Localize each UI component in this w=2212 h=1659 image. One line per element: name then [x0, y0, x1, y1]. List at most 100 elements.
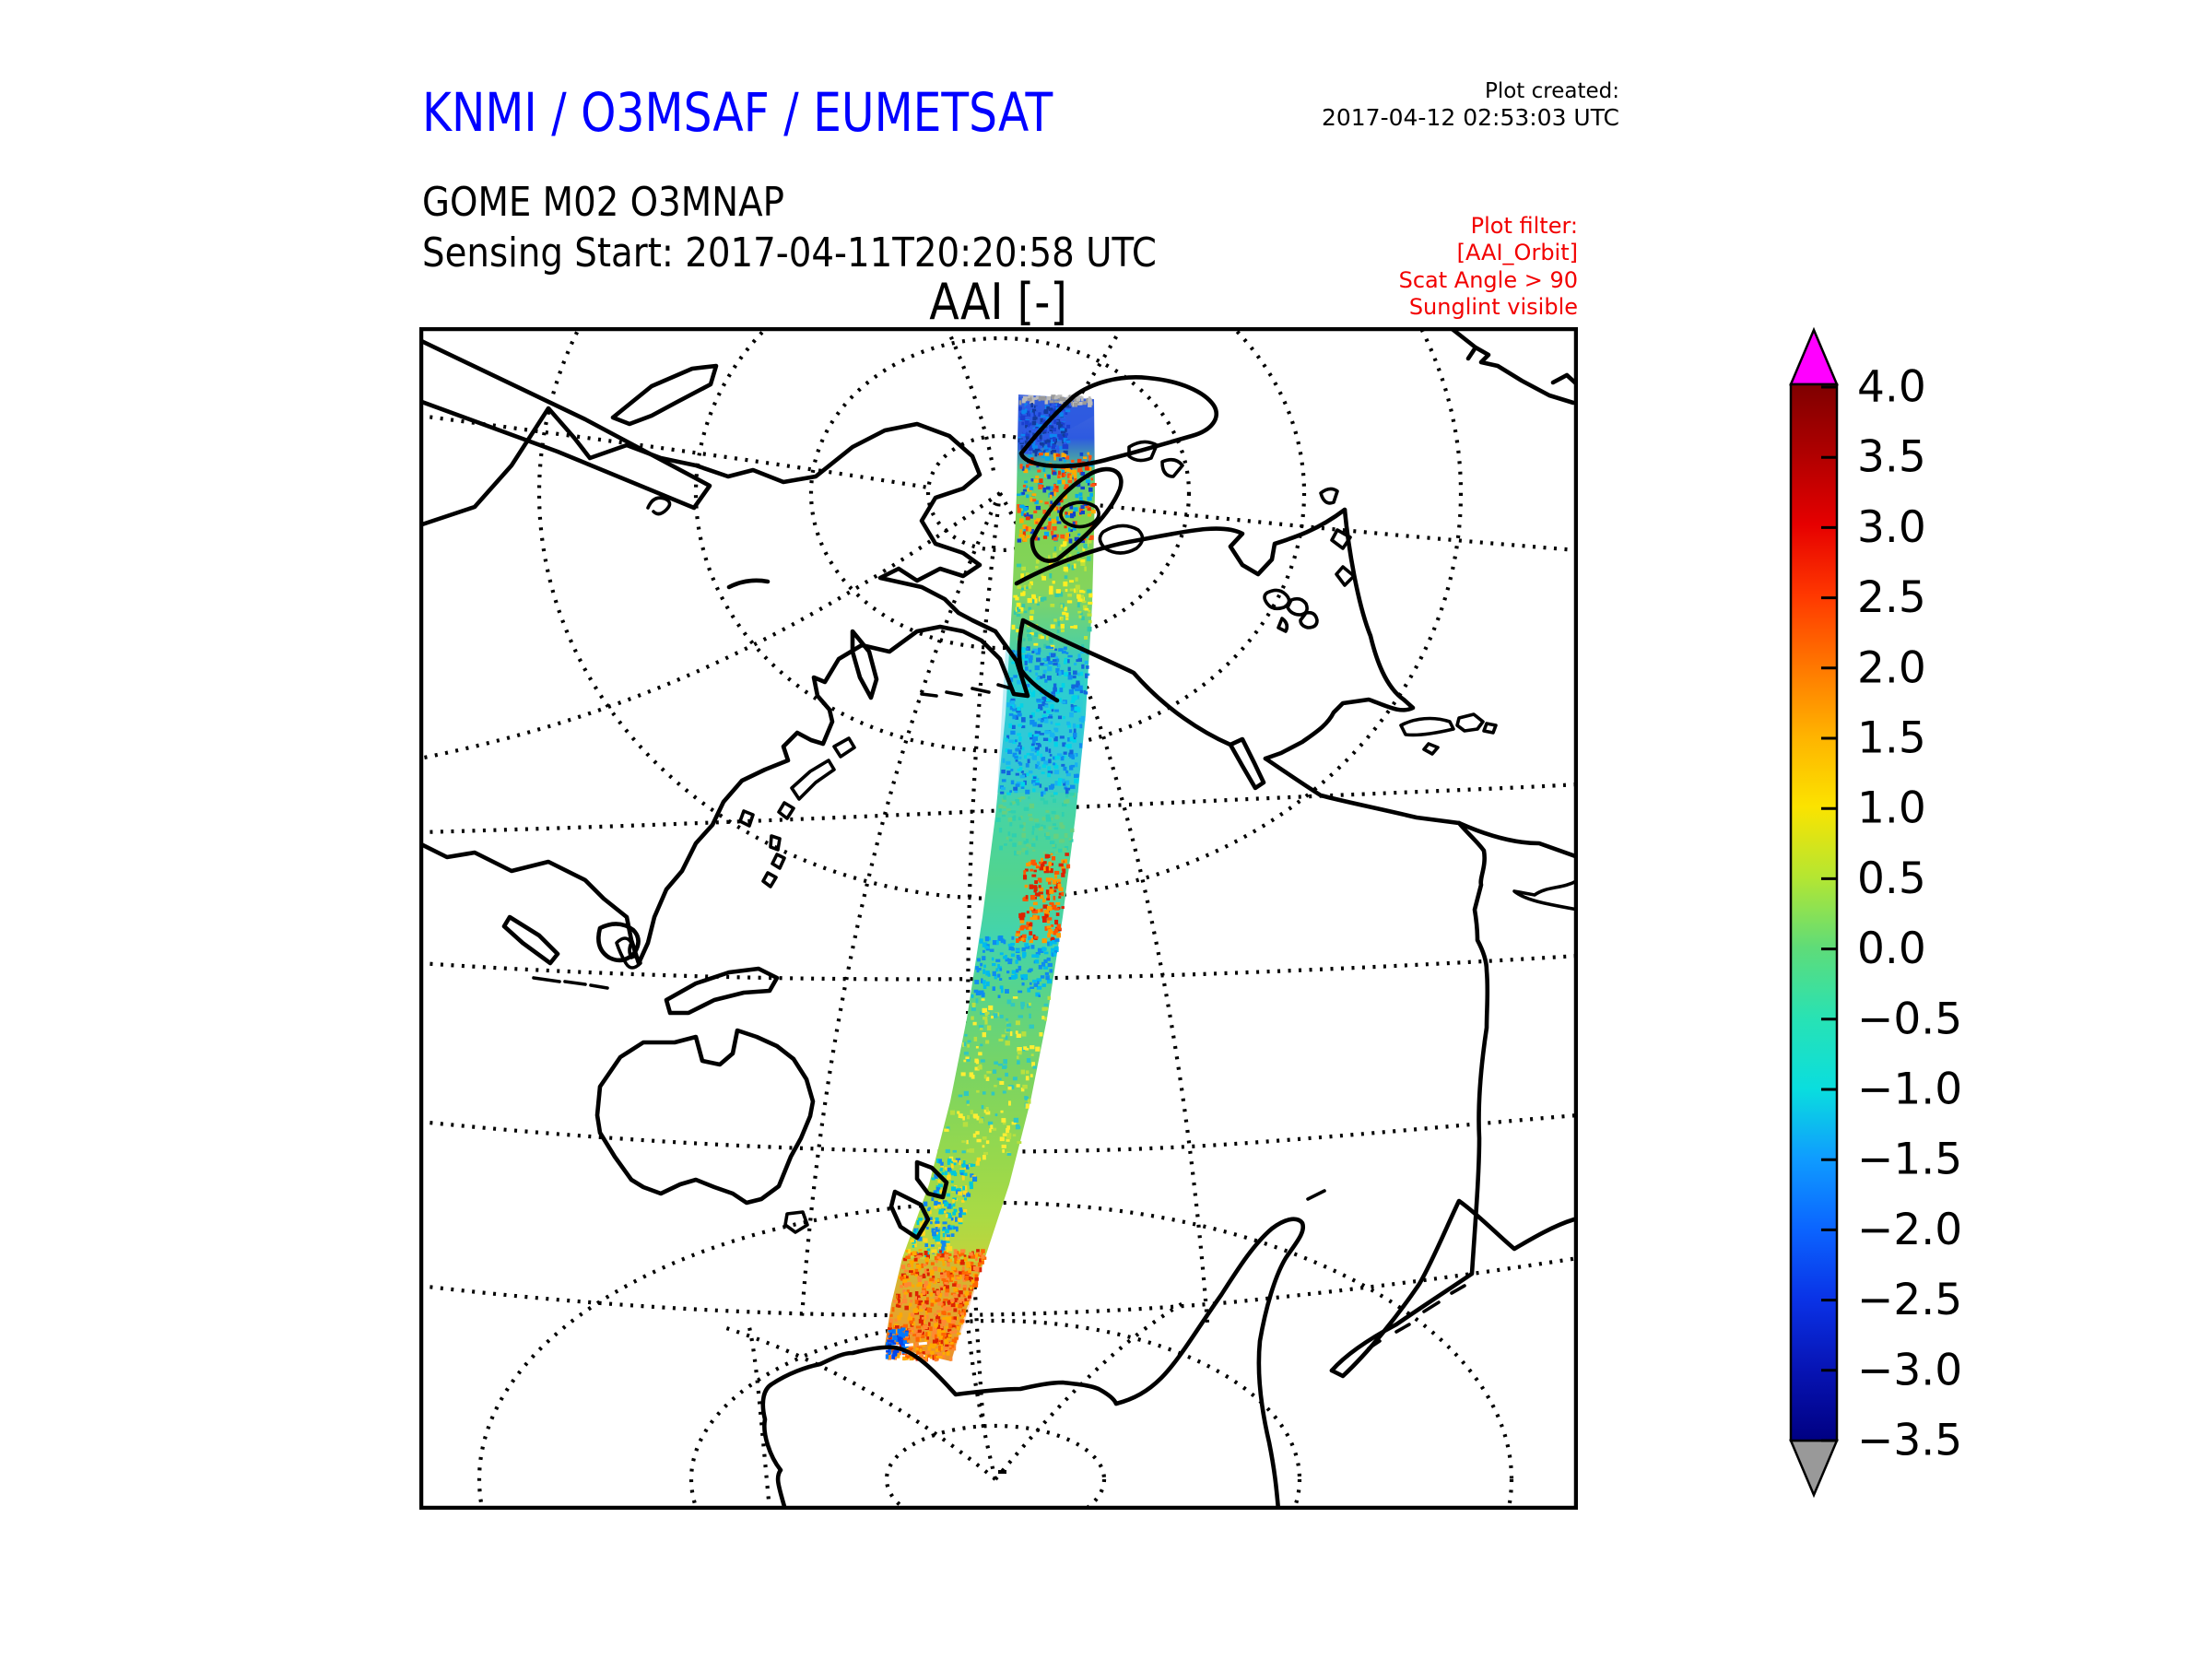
plot-created-label: Plot created:: [1484, 79, 1619, 103]
coast-japan-hokkaido: [832, 736, 856, 759]
colorbar: 4.0 3.5 3.0 2.5 2.0 1.5 1.0 0.5 0.0 −0.5 −1.0 −1.5 −…: [1789, 326, 1962, 1499]
colorbar-gradient-bar: [1789, 382, 1839, 1442]
npole-ring-2: [808, 335, 1192, 651]
coast-south-shetland: [1306, 1189, 1326, 1201]
plot-created-timestamp: 2017-04-12 02:53:03 UTC: [1321, 104, 1619, 132]
colorbar-tick-label: 4.0: [1857, 362, 1926, 413]
colorbar-tick-label: 0.5: [1857, 853, 1926, 904]
world-map: [419, 327, 1578, 1510]
coast-south-america-east: [1329, 1198, 1577, 1379]
coast-new-guinea: [664, 966, 780, 1016]
coast-great-lakes: [1263, 588, 1319, 633]
colorbar-tick-label: −2.0: [1857, 1205, 1962, 1255]
coast-tasmania: [783, 1210, 809, 1234]
south-pole-marker: [998, 1470, 1006, 1474]
coast-nz-south-island: [888, 1189, 931, 1241]
filter-line-4: Sunglint visible: [1408, 293, 1578, 320]
meridian-s3: [994, 1300, 1186, 1481]
coast-severnaya-zemlya: [610, 363, 719, 427]
spole-ring-3: [477, 1200, 1513, 1510]
coast-taiwan: [738, 809, 755, 828]
axes-title: AAI [-]: [929, 273, 1068, 331]
coast-south-america-north: [1456, 820, 1578, 860]
coast-sumatra: [501, 914, 560, 966]
coast-cuba: [1399, 716, 1455, 737]
coast-banks-island: [1059, 500, 1100, 529]
coast-sulawesi: [615, 936, 642, 970]
filter-line-2: [AAI_Orbit]: [1456, 240, 1578, 266]
coast-antarctica: [760, 1217, 1306, 1510]
coast-sakhalin: [850, 629, 879, 700]
coast-north-america-arctic: [1014, 507, 1347, 586]
colorbar-under-arrow: [1789, 1439, 1839, 1499]
meridian-s4: [747, 1326, 772, 1510]
colorbar-tick-label: 2.0: [1857, 642, 1926, 693]
colorbar-tick-label: 1.5: [1857, 713, 1926, 764]
colorbar-tick-label: −3.0: [1857, 1345, 1962, 1395]
colorbar-tick-label: −2.5: [1857, 1275, 1962, 1325]
coast-novaya-zemlya: [419, 337, 712, 511]
meridian-n4: [1071, 500, 1578, 553]
coast-baffin-island: [1030, 466, 1124, 563]
coast-borneo: [596, 922, 641, 963]
coast-south-america-west: [1329, 820, 1490, 1373]
coast-hispaniola: [1455, 712, 1485, 733]
swath-body: [885, 394, 1095, 1361]
colorbar-tick-label: 3.0: [1857, 502, 1926, 553]
coast-japan-honshu: [790, 759, 836, 801]
coast-guyana-brazil-edge: [1512, 878, 1578, 912]
coast-mexico-centralamerica: [1263, 756, 1462, 826]
swath-missing-data-line: [890, 1341, 931, 1348]
coast-ne-islands: [1319, 487, 1356, 587]
meridian-m1: [799, 492, 1002, 1319]
coast-nz-north-island: [914, 1159, 949, 1200]
colorbar-tick-label: −1.5: [1857, 1135, 1962, 1185]
colorbar-tick-label: 3.5: [1857, 432, 1926, 483]
instrument-title: GOME M02 O3MNAP: [422, 179, 784, 226]
colorbar-tick-label: 1.0: [1857, 783, 1926, 834]
meridian-s2: [963, 1309, 998, 1480]
coast-asia-mainland: [419, 406, 1030, 966]
coast-aleutians: [920, 683, 1013, 698]
colorbar-tick-label: −0.5: [1857, 994, 1962, 1044]
coast-ellesmere: [1127, 440, 1184, 478]
meridian-n3: [419, 413, 929, 490]
coast-jamaica: [1422, 742, 1440, 756]
coast-java-chain: [532, 976, 609, 990]
spole-ring-1: [884, 1423, 1107, 1510]
colorbar-tick-label: −1.0: [1857, 1065, 1962, 1115]
spole-ring-2: [688, 1318, 1302, 1510]
coast-japan-kyushu: [777, 801, 795, 820]
coast-philippines: [761, 834, 786, 888]
coast-arctic-islet: [646, 496, 672, 516]
meridian-n5: [419, 491, 1002, 761]
coast-puerto-rico: [1482, 722, 1498, 735]
coast-victoria-island: [1098, 524, 1145, 555]
parallel-p0: [419, 782, 1578, 835]
meridian-n1: [945, 327, 997, 478]
colorbar-tick-label: −3.5: [1857, 1416, 1962, 1466]
coast-scandinavia: [1447, 327, 1578, 406]
plot-created-block: Plot created: 2017-04-12 02:53:03 UTC: [1322, 79, 1619, 132]
filter-line-1: Plot filter:: [1470, 213, 1578, 239]
colorbar-tick-label: 2.5: [1857, 572, 1926, 623]
coast-australia: [594, 1028, 816, 1206]
coastlines: [419, 327, 1578, 1510]
parallel-p1: [419, 953, 1578, 982]
coast-chilean-islands: [1367, 1284, 1466, 1350]
colorbar-tick-label: 0.0: [1857, 924, 1926, 974]
plot-filter-block: Plot filter: [AAI_Orbit] Scat Angle > 90…: [1399, 213, 1578, 321]
npole-ring-3: [693, 327, 1307, 754]
coast-greenland: [1018, 375, 1219, 469]
coast-island-dash: [726, 578, 771, 590]
colorbar-over-arrow: [1789, 326, 1839, 386]
sensing-start-line: Sensing Start: 2017-04-11T20:20:58 UTC: [422, 229, 1157, 276]
aai-orbit-swath: [885, 394, 1097, 1362]
coast-baja-california: [1228, 736, 1266, 791]
page-title: KNMI / O3MSAF / EUMETSAT: [422, 81, 1053, 144]
coast-north-america-west: [1017, 618, 1233, 747]
map-frame: [419, 327, 1578, 1510]
coast-north-america-east: [1263, 507, 1416, 761]
filter-line-3: Scat Angle > 90: [1398, 266, 1578, 293]
